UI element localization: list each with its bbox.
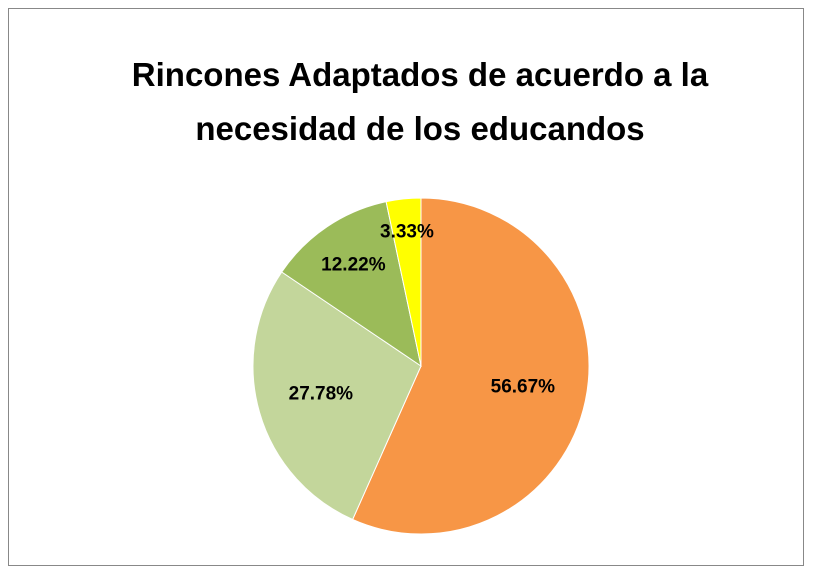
chart-frame bbox=[8, 8, 804, 566]
data-label: 27.78% bbox=[289, 384, 354, 405]
pie-slice bbox=[385, 197, 422, 367]
data-label: 3.33% bbox=[380, 221, 434, 242]
data-label: 12.22% bbox=[321, 255, 386, 276]
pie-slice bbox=[281, 201, 422, 368]
pie-slice bbox=[252, 271, 422, 521]
pie-slice bbox=[351, 197, 590, 535]
data-label: 56.67% bbox=[491, 377, 556, 398]
chart-title: Rincones Adaptados de acuerdo a la neces… bbox=[131, 56, 709, 147]
